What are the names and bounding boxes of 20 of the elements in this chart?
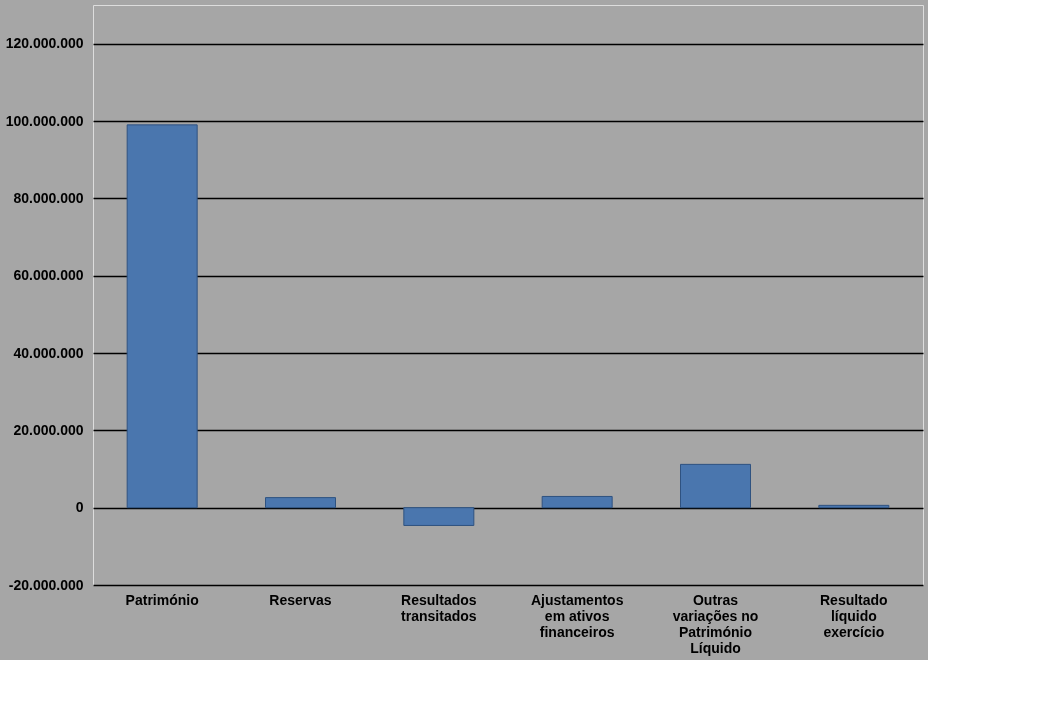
x-tick-label: Reservas [269,591,332,608]
y-tick-label: 0 [75,499,84,516]
x-tick-label: Resultado líquido exercício [819,591,888,640]
bar [265,497,336,509]
y-tick-label: 100.000.000 [5,112,84,129]
y-tick-label: 20.000.000 [13,421,84,438]
bar [680,463,751,509]
y-tick-label: 40.000.000 [13,344,84,361]
y-tick-label: 120.000.000 [5,35,84,52]
bar [403,507,475,526]
x-tick-label: Outras variações no Património Líquido [672,591,759,656]
x-tick-label: Ajustamentos em ativos financeiros [530,591,624,640]
y-tick-label: 80.000.000 [13,189,84,206]
y-tick-label: -20.000.000 [8,576,84,593]
y-tick-label: 60.000.000 [13,267,84,284]
bar [541,495,613,509]
bar [126,124,198,509]
x-tick-label: Património [125,591,199,608]
bar [818,504,890,509]
x-tick-label: Resultados transitados [401,591,477,624]
